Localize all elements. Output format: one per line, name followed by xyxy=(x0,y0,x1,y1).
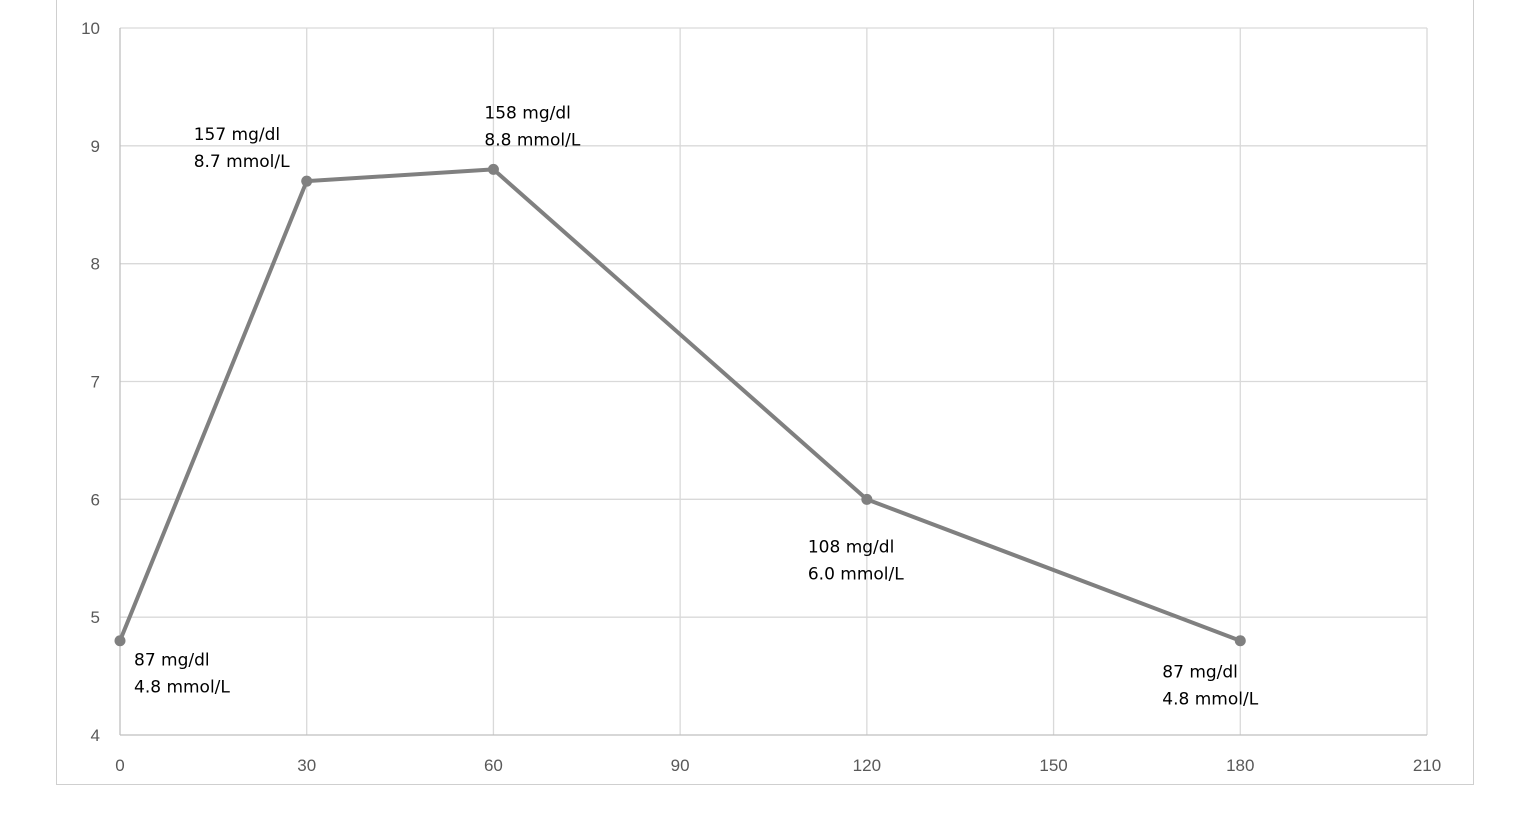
x-tick-label: 150 xyxy=(1039,756,1067,775)
data-label: 157 mg/dl xyxy=(194,125,280,145)
data-label: 87 mg/dl xyxy=(1162,663,1238,683)
grid-layer xyxy=(120,27,1428,735)
y-tick-label: 5 xyxy=(91,608,100,627)
data-point xyxy=(114,635,126,647)
data-label: 4.8 mmol/L xyxy=(1162,690,1258,710)
x-tick-label: 30 xyxy=(297,756,316,775)
axis-layer xyxy=(119,28,1427,736)
x-tick-label: 180 xyxy=(1226,756,1254,775)
y-tick-label: 8 xyxy=(91,255,100,274)
chart-frame xyxy=(56,0,1474,785)
x-tick-label: 0 xyxy=(115,756,124,775)
x-tick-label: 60 xyxy=(484,756,503,775)
data-label: 87 mg/dl xyxy=(134,651,210,671)
y-tick-label: 4 xyxy=(91,726,100,745)
y-tick-label: 7 xyxy=(91,373,100,392)
data-point xyxy=(861,493,873,505)
y-tick-label: 9 xyxy=(91,137,100,156)
data-label: 4.8 mmol/L xyxy=(134,678,230,698)
x-tick-label: 120 xyxy=(853,756,881,775)
x-tick-label: 210 xyxy=(1413,756,1441,775)
data-label: 8.8 mmol/L xyxy=(484,130,580,150)
data-point xyxy=(301,175,313,187)
data-label: 6.0 mmol/L xyxy=(808,564,904,584)
data-point xyxy=(1234,635,1246,647)
data-point xyxy=(487,163,499,175)
data-label: 108 mg/dl xyxy=(808,537,894,557)
data-label: 8.7 mmol/L xyxy=(194,152,290,172)
y-tick-label: 10 xyxy=(81,19,100,38)
data-label: 158 mg/dl xyxy=(484,103,570,123)
series-layer xyxy=(114,163,1246,647)
data-label-layer: 87 mg/dl 4.8 mmol/L 157 mg/dl 8.7 mmol/L 158… xyxy=(134,103,1259,709)
x-tick-label: 90 xyxy=(671,756,690,775)
y-tick-label: 6 xyxy=(91,490,100,509)
tick-label-layer: 4 5 6 7 8 9 10 0 30 60 90 120 150 180 210 xyxy=(81,19,1441,775)
